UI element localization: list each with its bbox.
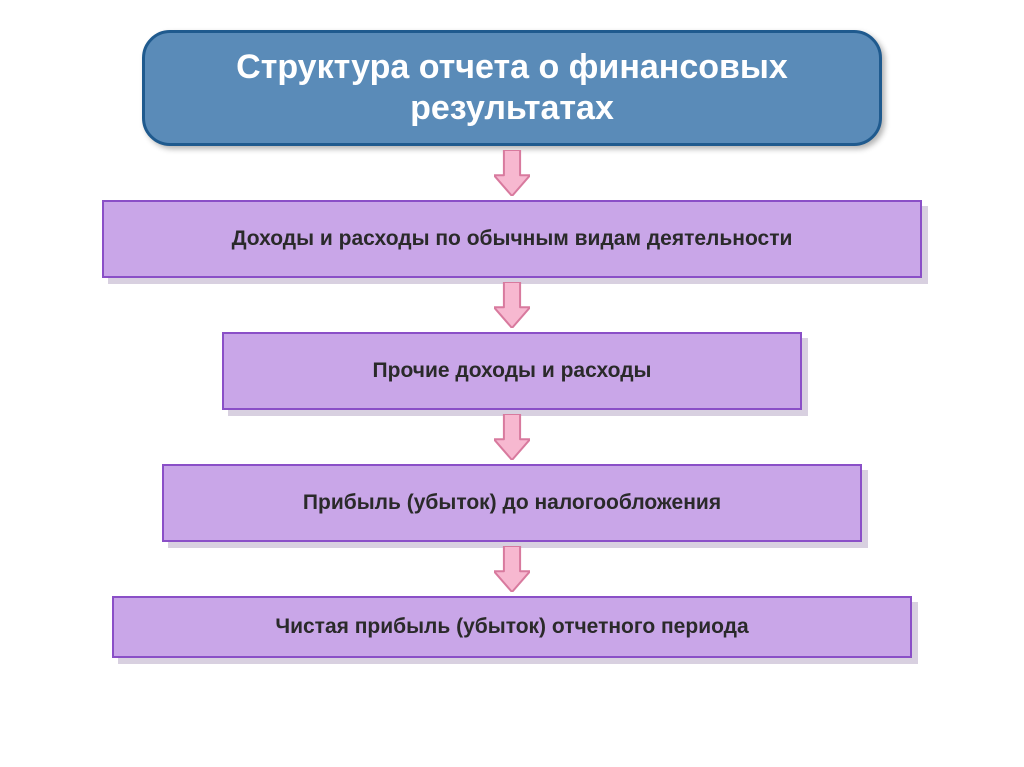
step-box: Прибыль (убыток) до налогообложения (162, 464, 862, 542)
arrow-icon (494, 546, 530, 592)
title-box: Структура отчета о финансовых результата… (142, 30, 882, 146)
step-box-inner: Доходы и расходы по обычным видам деятел… (102, 200, 922, 278)
step-box: Прочие доходы и расходы (222, 332, 802, 410)
step-box-inner: Чистая прибыль (убыток) отчетного период… (112, 596, 912, 658)
step-box: Чистая прибыль (убыток) отчетного период… (112, 596, 912, 658)
arrow-icon (494, 282, 530, 328)
step-label: Прибыль (убыток) до налогообложения (303, 491, 721, 515)
arrow-icon (494, 414, 530, 460)
step-label: Прочие доходы и расходы (373, 359, 652, 383)
step-box-inner: Прочие доходы и расходы (222, 332, 802, 410)
step-box: Доходы и расходы по обычным видам деятел… (102, 200, 922, 278)
step-label: Доходы и расходы по обычным видам деятел… (232, 227, 793, 251)
title-text: Структура отчета о финансовых результата… (236, 48, 788, 127)
flowchart-container: Структура отчета о финансовых результата… (0, 0, 1024, 767)
arrow-icon (494, 150, 530, 196)
step-label: Чистая прибыль (убыток) отчетного период… (275, 615, 748, 639)
step-box-inner: Прибыль (убыток) до налогообложения (162, 464, 862, 542)
